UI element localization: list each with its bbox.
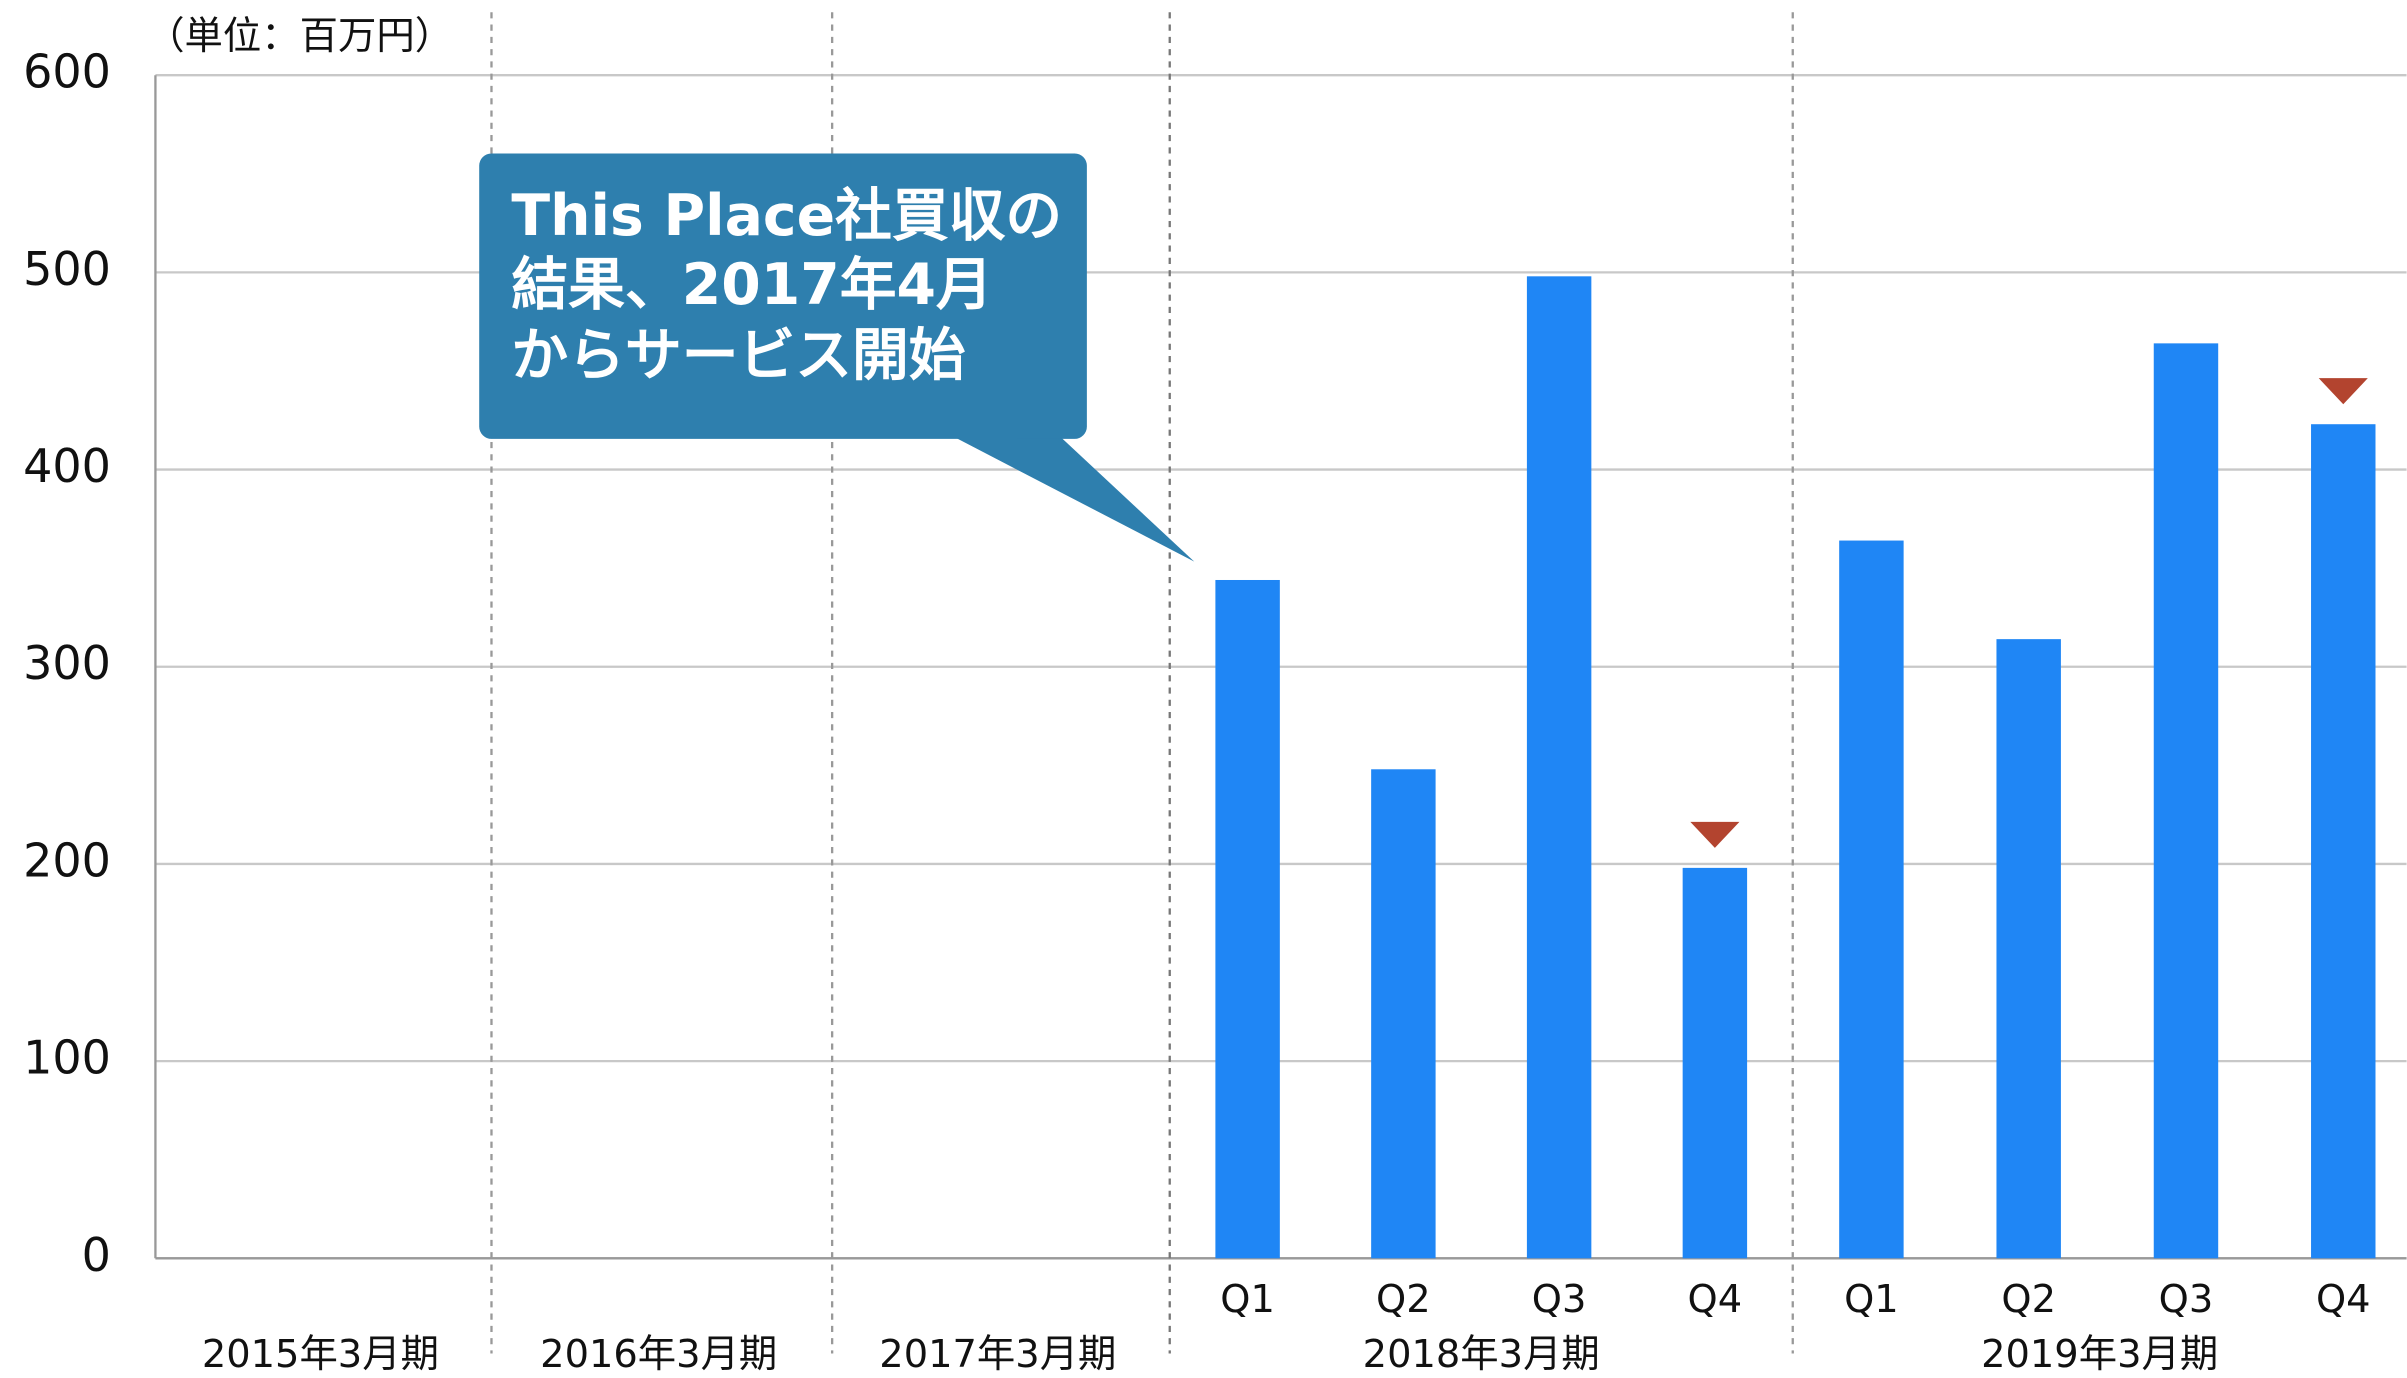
callout-text: 結果、2017年4月 [511, 252, 992, 318]
y-axis-label: （単位：百万円） [146, 14, 453, 59]
y-tick-label: 0 [82, 1228, 111, 1282]
group-label: 2017年3月期 [879, 1332, 1116, 1377]
y-tick-label: 100 [23, 1031, 111, 1085]
bar [1371, 769, 1436, 1259]
y-tick-label: 300 [23, 636, 111, 690]
bar [2311, 424, 2376, 1259]
callout-pointer [951, 435, 1195, 562]
callout-text: This Place社買収の [511, 183, 1062, 249]
x-tick-label: Q2 [2001, 1277, 2056, 1322]
callout: This Place社買収の 結果、2017年4月 からサービス開始 [479, 153, 1195, 562]
decrease-marker [1690, 821, 1740, 848]
bar [1215, 579, 1280, 1259]
x-tick-label: Q4 [1688, 1277, 1743, 1322]
x-tick-label: Q1 [1844, 1277, 1899, 1322]
y-tick-label: 200 [23, 833, 111, 887]
x-tick-label: Q1 [1220, 1277, 1275, 1322]
y-tick-label: 500 [23, 242, 111, 296]
group-label: 2015年3月期 [202, 1332, 439, 1377]
x-tick-label: Q3 [1532, 1277, 1587, 1322]
x-tick-label: Q4 [2316, 1277, 2371, 1322]
bar [1526, 276, 1592, 1259]
x-tick-label: Q2 [1376, 1277, 1431, 1322]
callout-box [479, 153, 1087, 439]
group-label: 2019年3月期 [1981, 1332, 2218, 1377]
y-tick-label: 600 [23, 45, 111, 99]
bar [2153, 343, 2219, 1259]
decrease-marker [2318, 378, 2368, 405]
callout-text: からサービス開始 [511, 323, 965, 389]
bar [1839, 540, 1904, 1259]
bar [1996, 639, 2061, 1259]
y-tick-label: 400 [23, 439, 111, 493]
bar [1682, 867, 1748, 1259]
group-label: 2016年3月期 [540, 1332, 777, 1377]
x-tick-label: Q3 [2159, 1277, 2214, 1322]
group-label: 2018年3月期 [1363, 1332, 1600, 1377]
